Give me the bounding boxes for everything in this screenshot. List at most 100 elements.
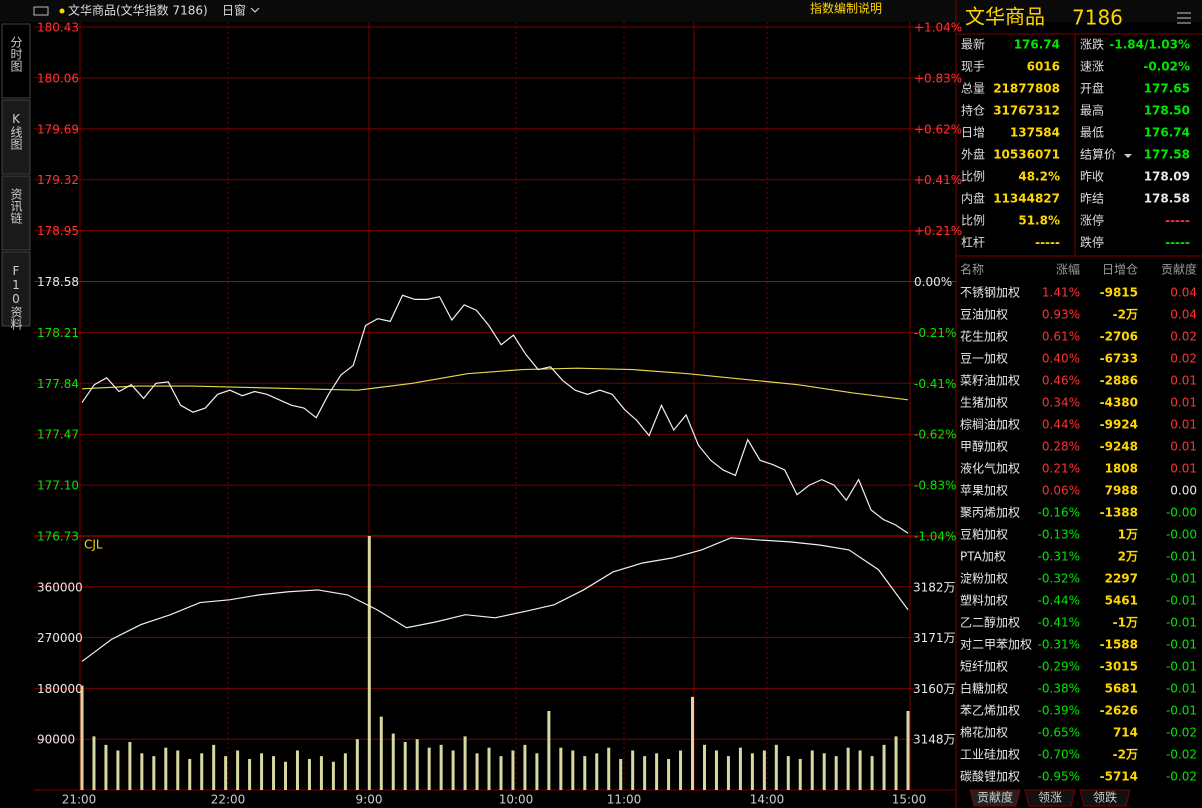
table-cell[interactable]: 短纤加权 xyxy=(960,660,1008,674)
table-cell: -2706 xyxy=(1100,330,1138,344)
volume-bar xyxy=(738,747,742,790)
table-cell: -2886 xyxy=(1100,374,1138,388)
volume-bar xyxy=(80,685,84,790)
bottom-tab[interactable]: 贡献度 xyxy=(977,790,1013,805)
table-cell[interactable]: 聚丙烯加权 xyxy=(960,506,1020,520)
volume-bar xyxy=(667,758,671,790)
table-cell: -0.39% xyxy=(1038,704,1080,718)
table-cell[interactable]: 乙二醇加权 xyxy=(960,615,1020,630)
table-cell[interactable]: 塑料加权 xyxy=(960,593,1008,608)
bottom-tab[interactable]: 领涨 xyxy=(1038,790,1062,805)
time-label: 11:00 xyxy=(607,793,642,807)
icon[interactable] xyxy=(33,6,49,16)
price-tick-label: 178.95 xyxy=(37,224,79,238)
quote-label: 总量 xyxy=(961,82,985,96)
table-cell[interactable]: 豆油加权 xyxy=(960,308,1008,322)
volume-bar xyxy=(176,750,180,790)
volume-bar xyxy=(92,736,96,790)
table-cell[interactable]: 苯乙烯加权 xyxy=(960,704,1020,718)
table-cell[interactable]: 不锈钢加权 xyxy=(960,286,1020,300)
table-cell: -4380 xyxy=(1100,396,1138,410)
oi-tick-label: 3171万 xyxy=(913,631,956,645)
side-tab-label[interactable]: 资讯链 xyxy=(9,188,23,224)
volume-bar xyxy=(822,753,826,790)
table-cell[interactable]: 生猪加权 xyxy=(960,396,1008,410)
instrument-title[interactable]: 文华商品(文华指数 7186) xyxy=(68,3,208,18)
table-cell: -0.32% xyxy=(1038,572,1080,586)
table-header: 贡献度 xyxy=(1161,262,1197,277)
side-tab-label[interactable]: 分时图 xyxy=(9,36,23,72)
oi-tick-label: 3148万 xyxy=(913,733,956,747)
pct-label: -1.04% xyxy=(914,530,956,544)
quote-value: 51.8% xyxy=(1018,214,1060,228)
quote-value: 178.58 xyxy=(1144,192,1190,206)
table-cell: 1808 xyxy=(1105,462,1138,476)
table-cell: -9924 xyxy=(1100,418,1138,432)
quote-label: 外盘 xyxy=(961,147,985,162)
table-cell[interactable]: 对二甲苯加权 xyxy=(960,638,1032,652)
table-cell[interactable]: 淀粉加权 xyxy=(960,572,1008,586)
bottom-tab[interactable]: 领跌 xyxy=(1093,790,1117,805)
table-cell: -0.02 xyxy=(1166,748,1197,762)
quote-label: 昨收 xyxy=(1080,170,1104,184)
quote-value: 176.74 xyxy=(1014,38,1060,52)
price-tick-label: 179.69 xyxy=(37,122,79,136)
tab-shape[interactable] xyxy=(1079,789,1131,807)
volume-bar xyxy=(762,750,766,790)
volume-tick-label: 270000 xyxy=(37,631,83,645)
side-tab-label[interactable]: K线图 xyxy=(9,112,23,150)
quote-label: 结算价 xyxy=(1080,147,1116,162)
table-cell[interactable]: 碳酸锂加权 xyxy=(960,769,1020,784)
table-cell[interactable]: 菜籽油加权 xyxy=(960,374,1020,388)
volume-bar xyxy=(427,747,431,790)
tab-shape[interactable] xyxy=(969,789,1021,807)
side-tab[interactable] xyxy=(1,23,31,99)
side-tab[interactable] xyxy=(1,175,31,251)
volume-bar xyxy=(619,758,623,790)
side-tab-label[interactable]: F10资料 xyxy=(9,264,23,330)
table-cell: -2万 xyxy=(1113,308,1138,322)
table-cell: -0.65% xyxy=(1038,726,1080,740)
tab-shape[interactable] xyxy=(1024,789,1076,807)
index-note[interactable]: 指数编制说明 xyxy=(810,1,882,16)
table-cell: -5714 xyxy=(1100,770,1138,784)
volume-bar xyxy=(882,744,886,790)
quote-label: 涨停 xyxy=(1080,213,1104,228)
table-cell[interactable]: 苹果加权 xyxy=(960,484,1008,498)
volume-bar xyxy=(906,710,910,790)
table-cell: -0.95% xyxy=(1038,770,1080,784)
table-cell: -0.01 xyxy=(1166,616,1197,630)
volume-bar xyxy=(810,750,814,790)
table-cell[interactable]: 甲醇加权 xyxy=(960,439,1008,454)
quote-name: 文华商品 xyxy=(965,5,1045,29)
volume-bar xyxy=(846,747,850,790)
price-tick-label: 177.47 xyxy=(37,428,79,442)
table-cell[interactable]: PTA加权 xyxy=(960,550,1006,564)
table-cell[interactable]: 豆一加权 xyxy=(960,352,1008,366)
quote-value: ----- xyxy=(1165,214,1190,228)
table-cell[interactable]: 棕榈油加权 xyxy=(960,417,1020,432)
volume-bar xyxy=(511,750,515,790)
side-tab[interactable] xyxy=(1,99,31,175)
volume-bar xyxy=(379,716,383,790)
table-cell[interactable]: 花生加权 xyxy=(960,329,1008,344)
dropdown[interactable] xyxy=(1124,154,1132,158)
table-cell[interactable]: 液化气加权 xyxy=(960,461,1020,476)
table-cell: -0.01 xyxy=(1166,594,1197,608)
table-cell: -0.01 xyxy=(1166,660,1197,674)
table-cell[interactable]: 棉花加权 xyxy=(960,725,1008,740)
table-cell[interactable]: 工业硅加权 xyxy=(960,748,1020,762)
volume-bar xyxy=(319,756,323,790)
window-select[interactable]: 日窗 xyxy=(222,4,246,18)
volume-bar xyxy=(559,747,563,790)
volume-bar xyxy=(631,750,635,790)
quote-value: 21877808 xyxy=(993,82,1060,96)
table-cell[interactable]: 白糖加权 xyxy=(960,681,1008,696)
pct-label: +0.83% xyxy=(914,71,962,85)
table-cell[interactable]: 豆粕加权 xyxy=(960,527,1008,542)
menu-icon[interactable] xyxy=(1177,12,1191,24)
side-tab[interactable] xyxy=(1,251,31,327)
table-cell: 0.01 xyxy=(1170,374,1197,388)
quote-value: 137584 xyxy=(1010,126,1060,140)
